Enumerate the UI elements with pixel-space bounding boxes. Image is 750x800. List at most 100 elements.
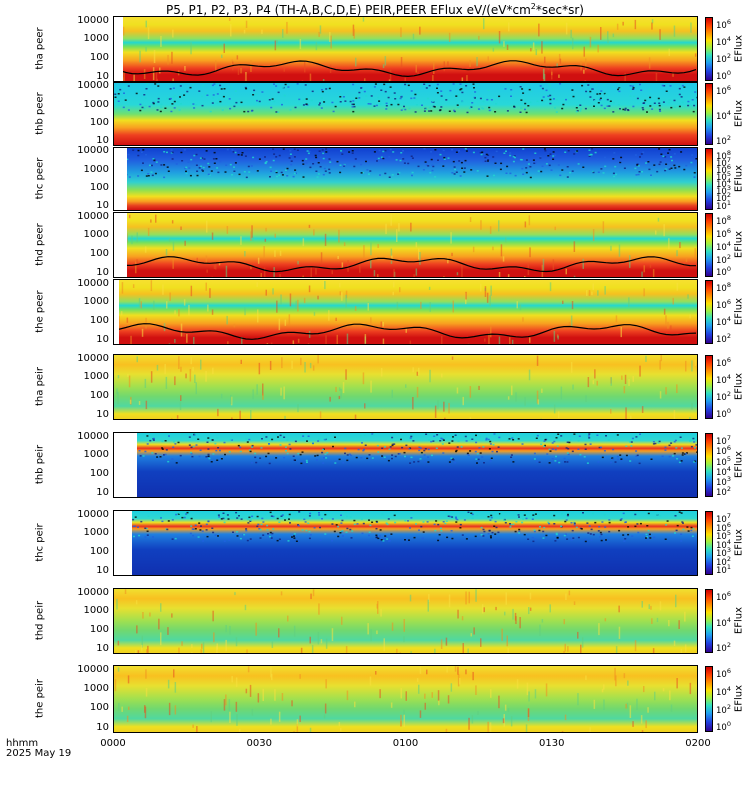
spectrogram-pixel	[592, 512, 595, 515]
spectrogram-pixel	[432, 440, 435, 442]
spectrogram-pixel	[625, 703, 627, 709]
spectrogram-pixel	[375, 520, 378, 523]
spectrogram-pixel	[149, 612, 151, 617]
spectrogram-pixel	[321, 518, 323, 520]
spectrogram-pixel	[280, 387, 282, 396]
spectrogram-pixel	[178, 109, 181, 111]
spectrogram-pixel	[360, 172, 363, 174]
spectrogram-pixel	[503, 41, 505, 47]
spectrogram-pixel	[685, 257, 688, 262]
y-tick-label: 100	[89, 52, 109, 64]
spectrogram-pixel	[396, 648, 398, 653]
spectrogram-pixel	[451, 149, 454, 151]
spectrogram-pixel	[325, 679, 327, 689]
y-tick-label: 10	[96, 642, 109, 654]
spectrogram-pixel	[440, 106, 443, 108]
spectrogram-pixel	[498, 513, 501, 515]
spectrogram-pixel	[250, 110, 253, 112]
spectrogram-pixel	[489, 440, 492, 443]
spectrogram-pixel	[418, 684, 420, 694]
spectrogram-pixel	[459, 88, 462, 91]
spectrogram-pixel	[168, 435, 170, 437]
spectrogram-pixel	[117, 667, 120, 672]
spectrogram-pixel	[607, 31, 609, 40]
spectrogram-pixel	[537, 399, 540, 405]
spectrogram-texture	[114, 213, 697, 277]
spectrogram-pixel	[510, 716, 513, 727]
spectrogram-pixel	[668, 238, 670, 250]
spectrogram-pixel	[447, 515, 450, 517]
spectrogram-pixel	[456, 104, 459, 106]
spectrogram-pixel	[268, 99, 271, 101]
spectrogram-pixel	[188, 167, 191, 169]
spectrogram-pixel	[450, 683, 453, 692]
spectrogram-pixel	[693, 172, 696, 174]
spectrogram-pixel	[127, 109, 130, 111]
spectrogram-pixel	[456, 518, 459, 521]
spectrogram-pixel	[411, 174, 413, 177]
spectrogram-pixel	[288, 157, 291, 159]
spectrogram-pixel	[539, 624, 541, 636]
spectrogram-pixel	[331, 523, 334, 525]
spectrogram-pixel	[454, 434, 457, 436]
colorbar-tick-label: 107	[716, 155, 731, 169]
spectrogram-pixel	[668, 168, 671, 170]
spectrogram-pixel	[684, 644, 687, 653]
spectrogram-pixel	[668, 99, 671, 101]
spectrogram-pixel	[511, 436, 514, 438]
spectrogram-pixel	[533, 162, 536, 164]
spectrogram-pixel	[164, 107, 167, 109]
spectrogram-pixel	[191, 651, 193, 653]
spectrogram-pixel	[377, 157, 380, 160]
spectrogram-pixel	[414, 111, 417, 113]
spectrogram-pixel	[696, 451, 697, 453]
spectrogram-pixel	[114, 679, 117, 692]
spectrogram-pixel	[426, 521, 429, 523]
spectrogram-pixel	[497, 531, 500, 534]
spectrogram-pixel	[532, 42, 535, 50]
spectrogram-pixel	[354, 414, 357, 419]
spectrogram-pixel	[225, 265, 228, 277]
spectrogram-pixel	[440, 639, 443, 649]
spectrogram-pixel	[662, 155, 665, 157]
spectrogram-pixel	[310, 593, 312, 600]
spectrogram-pixel	[636, 164, 639, 166]
spectrogram-pixel	[437, 159, 439, 161]
spectrogram-pixel	[568, 590, 571, 596]
spectrogram-pixel	[211, 527, 214, 529]
spectrogram-pixel	[146, 443, 149, 445]
spectrogram-pixel	[585, 675, 587, 681]
spectrogram-pixel	[281, 174, 284, 176]
spectrogram-pixel	[475, 441, 478, 444]
spectrogram-pixel	[139, 50, 141, 63]
spectrogram-pixel	[154, 453, 157, 455]
spectrogram-pixel	[124, 99, 127, 101]
spectrogram-pixel	[683, 168, 686, 171]
colorbar-label: EFlux	[733, 528, 745, 557]
spectrogram-pixel	[484, 160, 487, 162]
spectrogram-pixel	[262, 688, 264, 701]
spectrogram-pixel	[500, 162, 503, 165]
y-tick-label: 10	[96, 70, 109, 82]
spectrogram-pixel	[525, 517, 528, 520]
spectrogram-pixel	[510, 95, 512, 97]
spectrogram-pixel	[236, 517, 239, 519]
spectrogram-pixel	[678, 105, 681, 108]
spectrogram-pixel	[492, 444, 495, 446]
spectrogram-pixel	[509, 172, 512, 175]
spectrogram-pixel	[532, 514, 535, 516]
spectrogram-pixel	[647, 161, 650, 163]
spectrogram-pixel	[281, 693, 284, 701]
spectrogram-pixel	[270, 537, 273, 539]
spectrogram-pixel	[635, 450, 638, 452]
spectrogram-pixel	[257, 693, 260, 703]
spectrogram-pixel	[352, 100, 355, 102]
spectrogram-pixel	[589, 36, 592, 48]
spectrogram-pixel	[183, 331, 185, 337]
colorbar	[705, 355, 713, 419]
spectrogram-pixel	[123, 92, 125, 94]
spectrogram-pixel	[293, 148, 296, 150]
spectrogram-pixel	[595, 84, 598, 86]
spectrogram-pixel	[413, 461, 416, 463]
spectrogram-pixel	[234, 162, 237, 164]
